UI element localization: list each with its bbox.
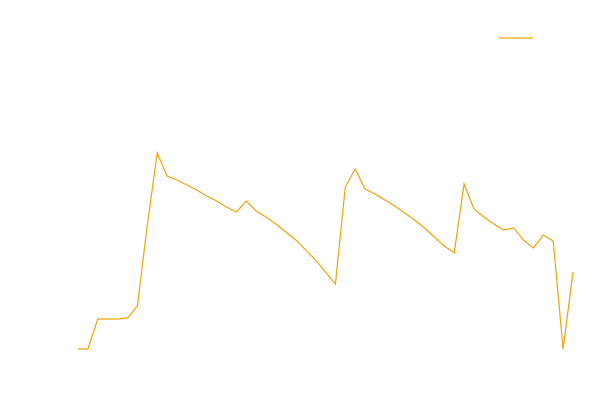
data-line <box>78 150 574 350</box>
